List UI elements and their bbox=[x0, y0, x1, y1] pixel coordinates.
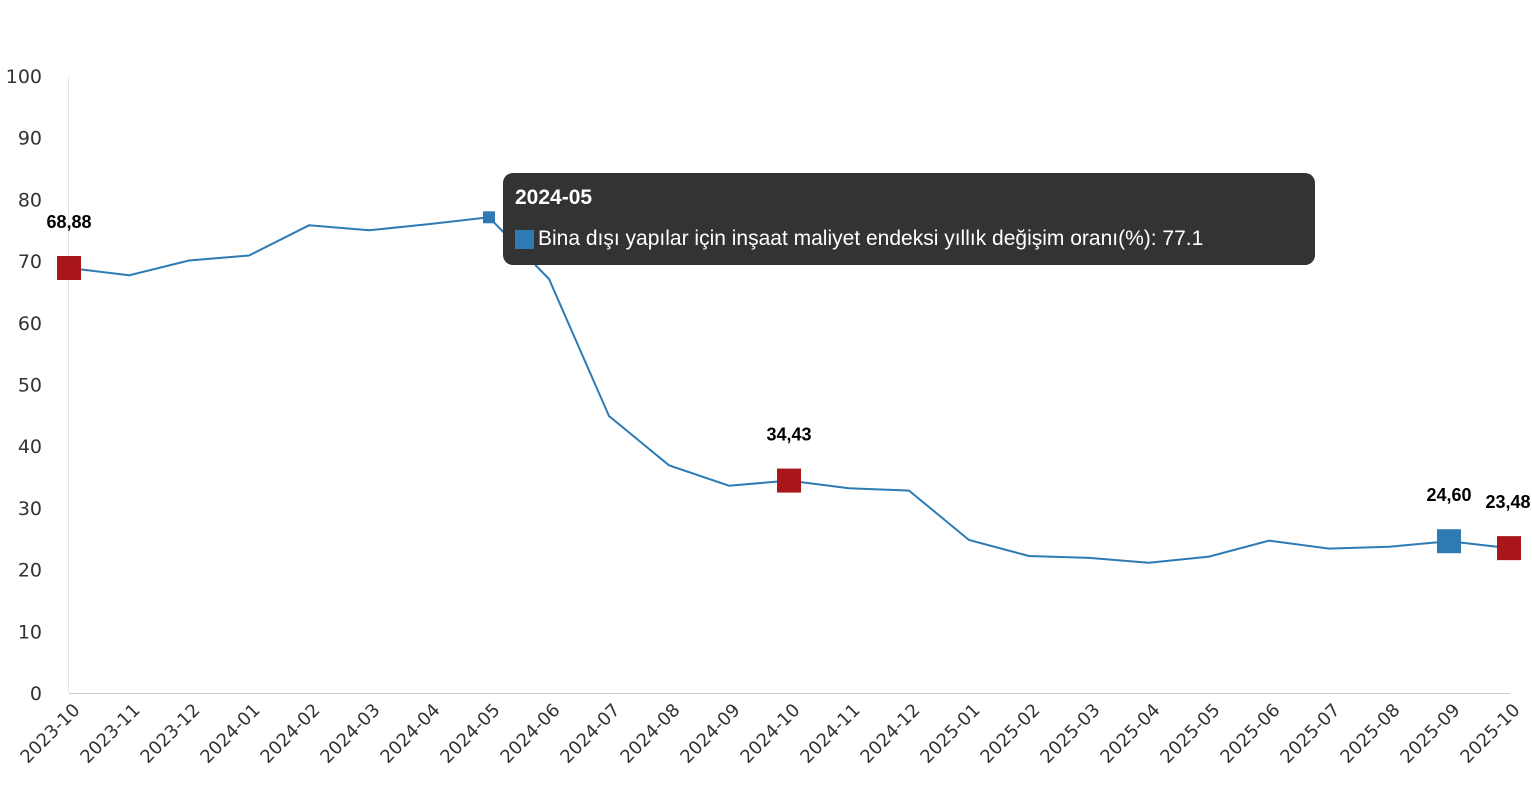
data-label: 24,60 bbox=[1426, 485, 1471, 505]
x-tick-label: 2025-06 bbox=[1216, 700, 1284, 768]
tooltip-text: Bina dışı yapılar için inşaat maliyet en… bbox=[538, 227, 1204, 250]
x-tick-label: 2025-09 bbox=[1396, 700, 1464, 768]
x-tick-label: 2023-10 bbox=[16, 700, 84, 768]
x-axis: 2023-102023-112023-122024-012024-022024-… bbox=[16, 700, 1524, 768]
data-label: 68,88 bbox=[46, 212, 91, 232]
y-tick-label: 70 bbox=[18, 251, 42, 273]
x-tick-label: 2024-02 bbox=[256, 700, 324, 768]
x-tick-label: 2025-03 bbox=[1036, 700, 1104, 768]
x-tick-label: 2024-07 bbox=[556, 700, 624, 768]
hovered-point-marker[interactable] bbox=[483, 211, 495, 224]
tooltip-row: Bina dışı yapılar için inşaat maliyet en… bbox=[515, 227, 1303, 251]
series-swatch-icon bbox=[515, 229, 534, 249]
x-tick-label: 2025-10 bbox=[1456, 700, 1524, 768]
x-tick-label: 2024-03 bbox=[316, 700, 384, 768]
x-tick-label: 2025-02 bbox=[976, 700, 1044, 768]
x-tick-label: 2025-07 bbox=[1276, 700, 1344, 768]
x-tick-label: 2025-08 bbox=[1336, 700, 1404, 768]
y-tick-label: 50 bbox=[18, 375, 42, 397]
x-tick-label: 2025-01 bbox=[916, 700, 984, 768]
highlight-point-marker[interactable] bbox=[57, 256, 81, 281]
x-tick-label: 2024-12 bbox=[856, 700, 924, 768]
y-tick-label: 30 bbox=[18, 498, 42, 520]
y-tick-label: 80 bbox=[18, 189, 42, 211]
x-tick-label: 2024-11 bbox=[796, 700, 864, 768]
highlight-point-marker[interactable] bbox=[1437, 529, 1461, 554]
x-tick-label: 2023-11 bbox=[76, 700, 144, 768]
x-tick-label: 2024-10 bbox=[736, 700, 804, 768]
y-tick-label: 10 bbox=[18, 621, 42, 643]
series-line bbox=[68, 216, 1510, 564]
x-tick-label: 2024-06 bbox=[496, 700, 564, 768]
y-tick-label: 0 bbox=[30, 683, 42, 705]
x-tick-label: 2025-04 bbox=[1096, 700, 1164, 768]
y-tick-label: 60 bbox=[18, 313, 42, 335]
x-tick-label: 2024-05 bbox=[436, 700, 504, 768]
y-tick-label: 100 bbox=[6, 66, 42, 88]
y-tick-label: 90 bbox=[18, 128, 42, 150]
tooltip: 2024-05 Bina dışı yapılar için inşaat ma… bbox=[503, 173, 1315, 265]
data-label: 23,48 bbox=[1485, 492, 1530, 512]
x-tick-label: 2024-09 bbox=[676, 700, 744, 768]
x-tick-label: 2024-01 bbox=[196, 700, 264, 768]
highlight-point-marker[interactable] bbox=[1497, 536, 1521, 561]
x-tick-label: 2025-05 bbox=[1156, 700, 1224, 768]
y-axis: 0 10 20 30 40 50 60 70 80 90 100 bbox=[6, 66, 42, 705]
data-markers[interactable] bbox=[57, 211, 1521, 561]
x-tick-label: 2024-04 bbox=[376, 700, 444, 768]
x-tick-label: 2023-12 bbox=[136, 700, 204, 768]
highlight-point-marker[interactable] bbox=[777, 468, 801, 493]
data-label: 34,43 bbox=[766, 425, 811, 445]
tooltip-title: 2024-05 bbox=[515, 186, 593, 209]
y-tick-label: 40 bbox=[18, 436, 42, 458]
y-tick-label: 20 bbox=[18, 560, 42, 582]
x-tick-label: 2024-08 bbox=[616, 700, 684, 768]
data-labels: 68,88 34,43 24,60 23,48 bbox=[46, 212, 1530, 512]
